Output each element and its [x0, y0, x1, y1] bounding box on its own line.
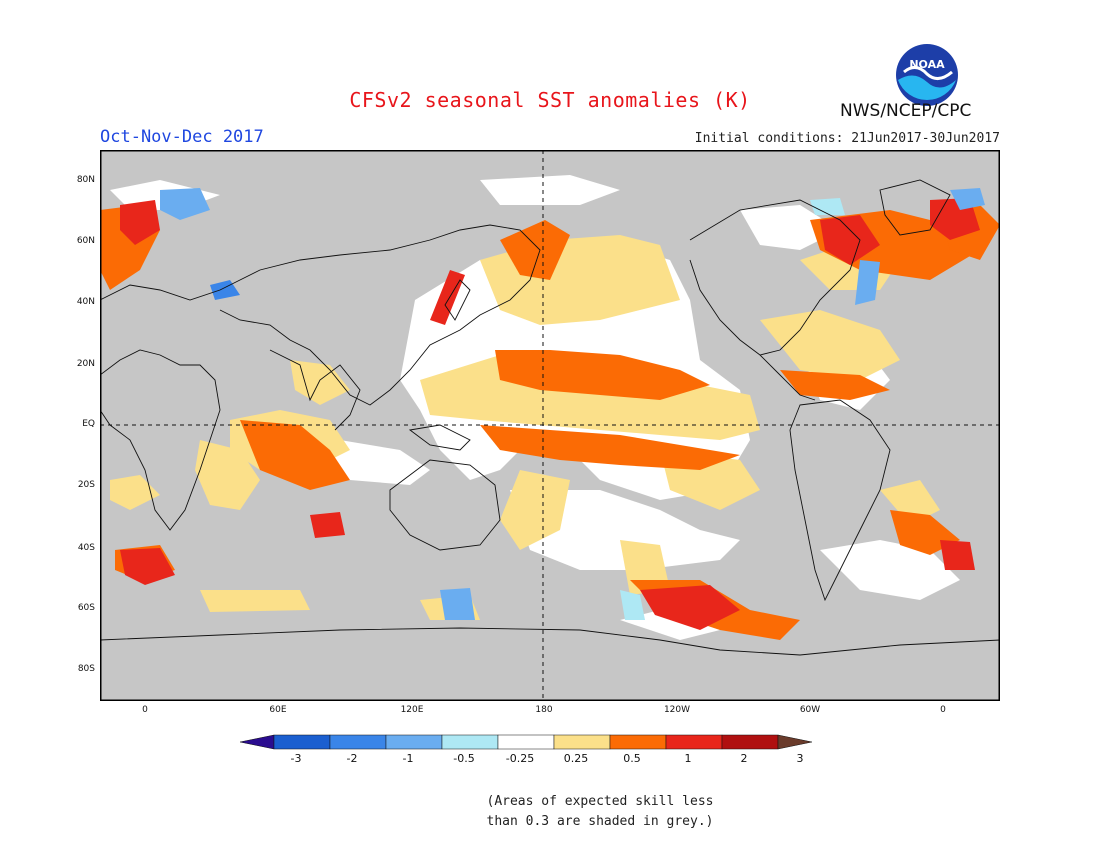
lat-label: 40S: [77, 543, 95, 553]
lat-label: 80S: [77, 664, 95, 674]
noaa-logo: NOAA: [894, 42, 960, 112]
season-label: Oct-Nov-Dec 2017: [100, 127, 264, 147]
skill-note-line: (Areas of expected skill less: [486, 794, 714, 809]
lat-label: 60S: [77, 603, 95, 613]
colorbar-swatch: [553, 734, 611, 750]
lat-label: 60N: [76, 236, 95, 246]
noaa-logo-text: NOAA: [909, 58, 945, 71]
colorbar-label: -2: [346, 752, 358, 765]
colorbar-swatch: [665, 734, 723, 750]
map-frame: [100, 150, 1000, 701]
lat-label: 40N: [76, 297, 95, 307]
colorbar-swatch: [441, 734, 499, 750]
colorbar-label: -3: [290, 752, 302, 765]
lon-label: 60W: [799, 705, 821, 715]
lon-label: 180: [535, 705, 553, 715]
skill-note: (Areas of expected skill less than 0.3 a…: [420, 792, 780, 832]
chart-title: CFSv2 seasonal SST anomalies (K): [349, 88, 751, 112]
colorbar-swatch-max: [777, 734, 813, 750]
lat-label: 20S: [77, 480, 95, 490]
skill-note-line: than 0.3 are shaded in grey.): [486, 814, 714, 829]
colorbar-swatch-min: [239, 734, 275, 750]
agency-label: NWS/NCEP/CPC: [840, 101, 972, 121]
colorbar-label: -0.5: [453, 752, 475, 765]
colorbar-swatches: [239, 734, 813, 750]
lat-label: 80N: [76, 175, 95, 185]
negative-regions: [160, 188, 985, 620]
lon-label: 60E: [269, 705, 287, 715]
colorbar-label: 0.5: [623, 752, 641, 765]
colorbar-swatch: [385, 734, 443, 750]
lon-label: 120E: [400, 705, 424, 715]
colorbar-swatch: [329, 734, 387, 750]
colorbar-label: 0.25: [563, 752, 589, 765]
coastlines: [99, 179, 1001, 656]
lon-label: 0: [142, 705, 148, 715]
colorbar-label: 1: [684, 752, 692, 765]
lat-label: 20N: [76, 359, 95, 369]
colorbar-label: -1: [402, 752, 414, 765]
lon-label: 0: [940, 705, 946, 715]
colorbar-swatch: [497, 734, 555, 750]
initial-conditions-label: Initial conditions: 21Jun2017-30Jun2017: [694, 131, 1000, 146]
colorbar-swatch: [721, 734, 779, 750]
lon-label: 120W: [663, 705, 691, 715]
colorbar-swatch: [273, 734, 331, 750]
colorbar-swatch: [609, 734, 667, 750]
colorbar: [239, 733, 862, 755]
lat-label: EQ: [82, 419, 95, 429]
sst-anomaly-map: [99, 150, 1001, 705]
colorbar-label: -0.25: [505, 752, 535, 765]
colorbar-label: 2: [740, 752, 748, 765]
colorbar-label: 3: [796, 752, 804, 765]
